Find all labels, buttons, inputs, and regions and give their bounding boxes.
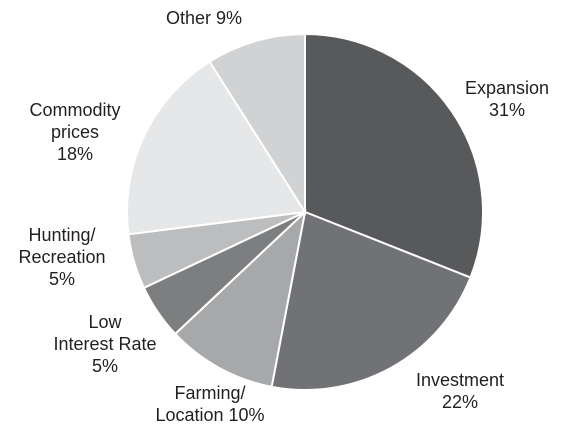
pie-slice (208, 32, 306, 216)
category-name: Expansion (464, 78, 550, 98)
slice-label: Low Interest Rate 5% (30, 311, 180, 377)
value-label: 22% (441, 392, 479, 412)
value-label: 31% (488, 100, 526, 120)
category-name: Low Interest Rate (53, 312, 157, 354)
slice-label: Hunting/ Recreation 5% (2, 224, 122, 290)
pie-slice (173, 209, 307, 389)
category-name: Other (165, 8, 211, 28)
slice-label: Other 9% (129, 7, 279, 29)
pie-slice (270, 210, 472, 391)
category-name: Investment (415, 370, 505, 390)
slice-label: Commodity prices 18% (10, 99, 140, 165)
category-name: Hunting/ Recreation (18, 225, 106, 267)
slice-label: Investment 22% (395, 369, 525, 413)
slice-label: Expansion 31% (442, 77, 565, 121)
value-label: 18% (56, 144, 94, 164)
slice-label: Farming/ Location 10% (140, 382, 280, 426)
category-name: Farming/ Location (155, 383, 246, 425)
value-label: 5% (48, 269, 75, 289)
value-label: 10% (228, 405, 265, 425)
pie-slice (126, 60, 307, 236)
pie-slice (304, 32, 484, 279)
value-label: 5% (91, 356, 118, 376)
value-label: 9% (216, 8, 243, 28)
category-name: Commodity prices (29, 100, 121, 142)
